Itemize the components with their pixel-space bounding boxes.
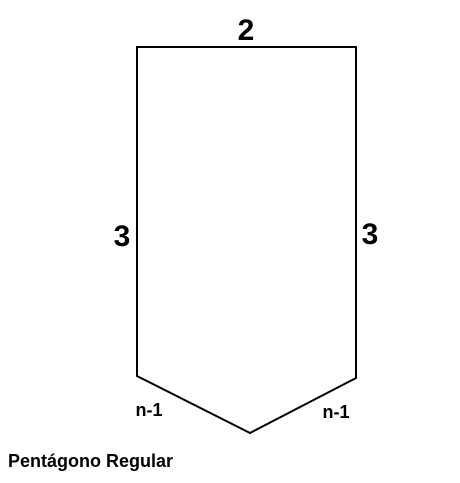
left-side-label: 3 [114, 220, 131, 253]
pentagon-outline [136, 46, 357, 435]
bottom-left-side-label: n-1 [136, 400, 163, 420]
bottom-right-side-label: n-1 [323, 402, 350, 422]
right-side-label: 3 [362, 218, 379, 251]
diagram-caption: Pentágono Regular [8, 451, 174, 471]
top-side-label: 2 [238, 14, 255, 47]
